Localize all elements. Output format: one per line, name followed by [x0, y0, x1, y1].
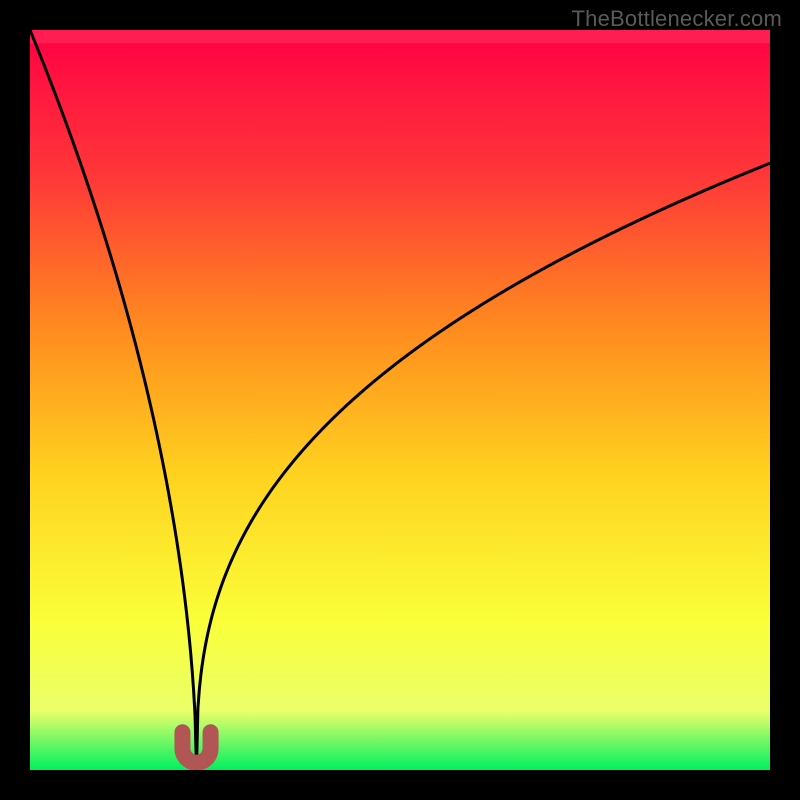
watermark-text: TheBottlenecker.com: [572, 6, 782, 32]
bottleneck-chart: [0, 0, 800, 800]
chart-background-gradient: [30, 30, 770, 770]
